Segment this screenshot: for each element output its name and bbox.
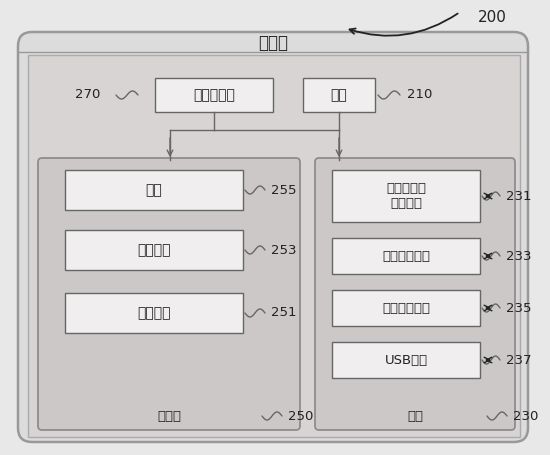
FancyBboxPatch shape (38, 158, 300, 430)
Text: 操作系统: 操作系统 (138, 306, 170, 320)
Bar (332, 342, 480, 378)
Text: 串并转换接口: 串并转换接口 (382, 249, 430, 263)
FancyBboxPatch shape (315, 158, 515, 430)
Text: 231: 231 (506, 189, 531, 202)
Text: 250: 250 (288, 410, 313, 423)
Text: 230: 230 (513, 410, 538, 423)
Text: 200: 200 (478, 10, 507, 25)
Text: 253: 253 (271, 243, 296, 257)
Text: 数据: 数据 (146, 183, 162, 197)
Text: 存储器: 存储器 (157, 410, 181, 423)
Text: 有线或无线
网络接口: 有线或无线 网络接口 (386, 182, 426, 210)
Text: 210: 210 (407, 89, 432, 101)
Text: 235: 235 (506, 302, 531, 314)
Text: 应用程序: 应用程序 (138, 243, 170, 257)
Text: 电源: 电源 (331, 88, 348, 102)
Bar (332, 290, 480, 326)
Text: 255: 255 (271, 183, 296, 197)
Bar (65, 170, 243, 210)
Bar (28, 55, 520, 437)
Text: 输入输出接口: 输入输出接口 (382, 302, 430, 314)
Bar (155, 78, 273, 112)
Text: 251: 251 (271, 307, 296, 319)
Bar (332, 170, 480, 222)
Text: 服务器: 服务器 (258, 34, 288, 52)
Text: 237: 237 (506, 354, 531, 366)
Bar (65, 293, 243, 333)
Text: 270: 270 (75, 89, 100, 101)
Bar (332, 238, 480, 274)
Text: USB接口: USB接口 (384, 354, 427, 366)
Text: 233: 233 (506, 249, 531, 263)
Bar (65, 230, 243, 270)
Bar (303, 78, 375, 112)
FancyBboxPatch shape (18, 32, 528, 442)
Text: 接口: 接口 (407, 410, 423, 423)
Text: 中央处理器: 中央处理器 (193, 88, 235, 102)
